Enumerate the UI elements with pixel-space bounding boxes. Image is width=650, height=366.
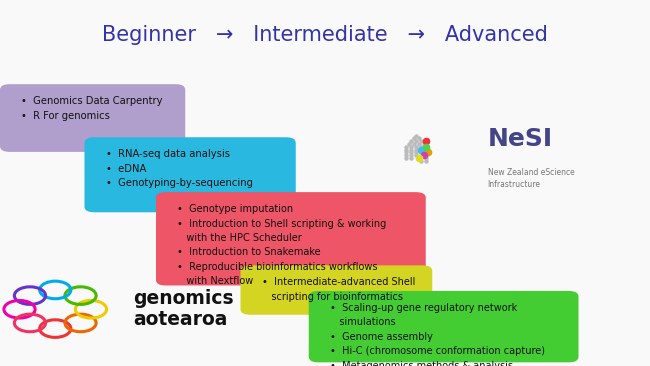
FancyBboxPatch shape: [0, 84, 185, 152]
Text: •  Genotype imputation
•  Introduction to Shell scripting & working
   with the : • Genotype imputation • Introduction to …: [177, 204, 387, 286]
Text: •  Intermediate-advanced Shell
   scripting for bioinformatics: • Intermediate-advanced Shell scripting …: [262, 277, 415, 302]
FancyBboxPatch shape: [309, 291, 578, 362]
FancyBboxPatch shape: [156, 192, 426, 285]
Text: NeSI: NeSI: [488, 127, 552, 151]
Text: genomics
aotearoa: genomics aotearoa: [133, 289, 234, 329]
Text: •  RNA-seq data analysis
•  eDNA
•  Genotyping-by-sequencing: • RNA-seq data analysis • eDNA • Genotyp…: [106, 149, 253, 188]
Text: •  Genomics Data Carpentry
•  R For genomics: • Genomics Data Carpentry • R For genomi…: [21, 96, 163, 121]
FancyBboxPatch shape: [84, 137, 296, 212]
Text: New Zealand eScience
Infrastructure: New Zealand eScience Infrastructure: [488, 168, 574, 189]
Text: Beginner   →   Intermediate   →   Advanced: Beginner → Intermediate → Advanced: [102, 25, 548, 45]
Text: •  Scaling-up gene regulatory network
   simulations
•  Genome assembly
•  Hi-C : • Scaling-up gene regulatory network sim…: [330, 303, 545, 366]
FancyBboxPatch shape: [240, 265, 432, 315]
